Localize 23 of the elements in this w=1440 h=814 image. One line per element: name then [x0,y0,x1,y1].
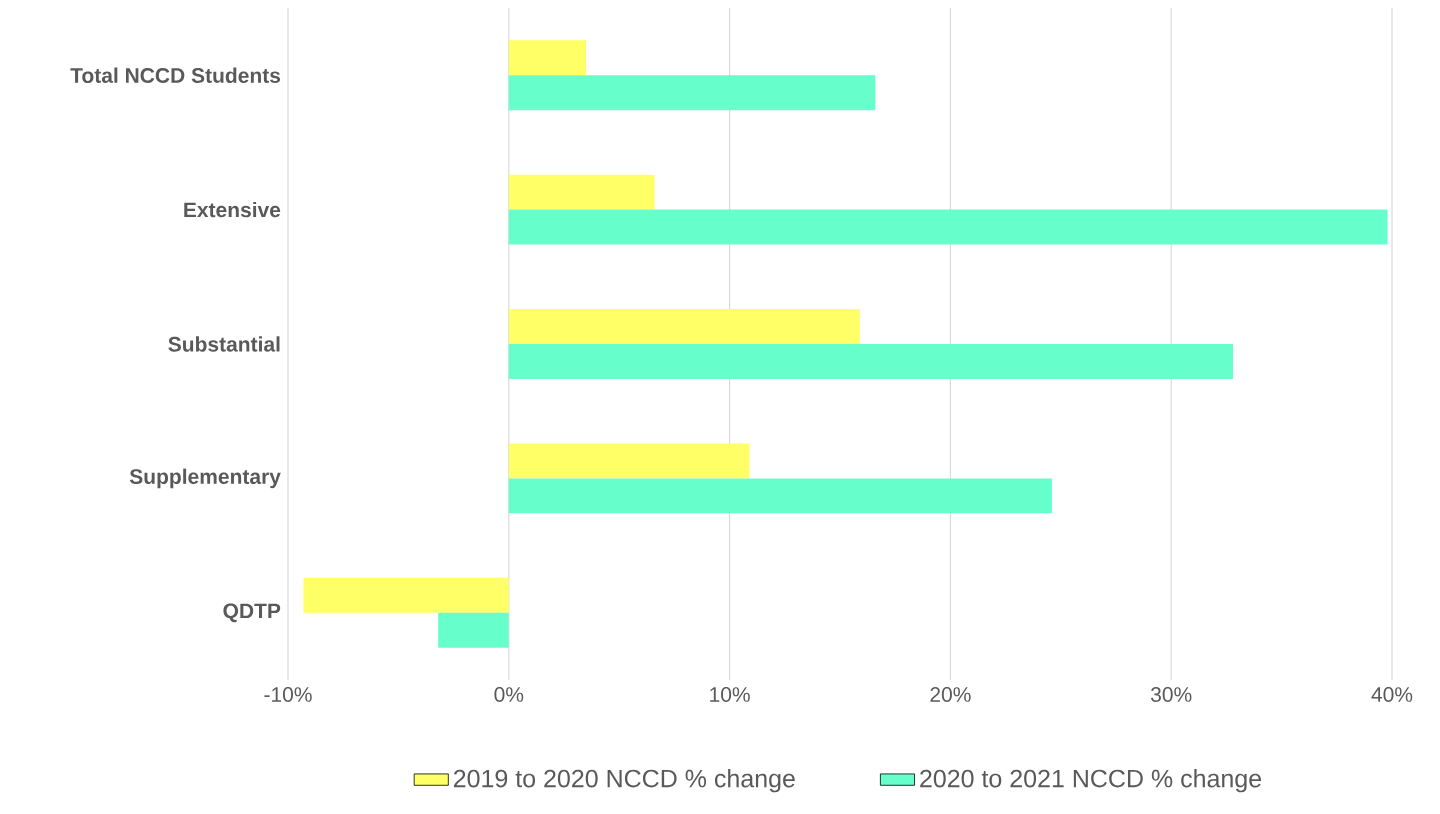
bar [438,612,509,648]
legend-label: 2019 to 2020 NCCD % change [453,769,795,793]
legend-label: 2020 to 2021 NCCD % change [920,769,1262,793]
bar [508,40,587,76]
x-tick-label: 0% [494,687,524,702]
y-tick-label: Total NCCD Students [70,67,281,83]
bar [508,75,876,111]
bar [303,577,509,613]
x-tick-label: 10% [710,687,750,702]
y-tick-label: QDTP [223,603,281,623]
bar [508,478,1052,514]
x-tick-label: 30% [1150,687,1192,702]
y-tick-label: Extensive [184,201,281,218]
x-tick-label: -10% [264,687,312,702]
x-tick-label: 20% [930,687,971,702]
bar [508,209,1388,245]
bar [508,344,1234,379]
bar [508,443,750,479]
y-tick-label: Supplementary [129,468,281,489]
bar [508,309,860,344]
x-tick-label: 40% [1371,687,1413,702]
bar [508,174,655,210]
y-tick-label: Substantial [168,336,280,352]
